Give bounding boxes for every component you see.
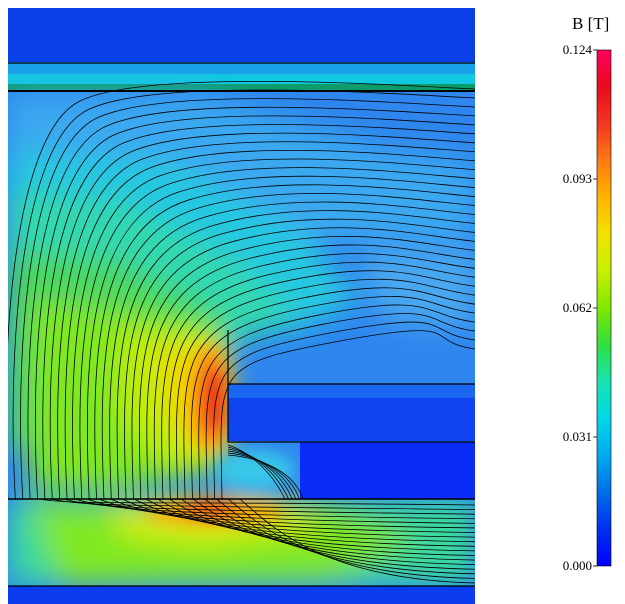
flux-line	[20, 98, 475, 500]
flux-line	[239, 498, 475, 584]
flux-line	[12, 89, 475, 500]
colorbar-ticks	[593, 49, 597, 567]
flux-line	[227, 448, 293, 500]
colorbar-tick-label: 0.031	[562, 429, 592, 444]
flux-line	[168, 270, 475, 500]
colorbar	[596, 49, 612, 567]
bottom-shield-region	[8, 586, 475, 604]
flux-line	[153, 253, 475, 500]
flux-line	[98, 498, 475, 529]
flux-line	[51, 498, 475, 510]
flux-line	[79, 167, 475, 500]
flux-line	[57, 141, 475, 500]
flux-line	[138, 235, 475, 500]
flux-line	[109, 201, 475, 500]
flux-line	[213, 321, 475, 500]
flux-line	[198, 304, 475, 500]
flux-line	[205, 313, 475, 500]
flux-line	[8, 80, 475, 499]
flux-line	[34, 115, 475, 500]
flux-line	[49, 132, 475, 500]
flux-line	[64, 149, 475, 500]
colorbar-tick-label: 0.062	[562, 300, 592, 315]
top-shield-region	[8, 8, 475, 63]
lower-slot-region	[300, 442, 475, 499]
flux-line	[227, 452, 300, 500]
flux-line	[116, 210, 475, 500]
colorbar-tick-label: 0.000	[562, 558, 592, 573]
flux-line	[146, 244, 475, 500]
flux-line	[183, 287, 475, 500]
flux-line	[72, 158, 475, 500]
flux-line	[227, 444, 286, 500]
flux-line	[39, 498, 475, 506]
flux-line	[180, 498, 475, 561]
flux-line	[63, 498, 475, 515]
region-boundaries	[8, 62, 475, 587]
flux-line	[101, 193, 475, 500]
flux-line	[227, 446, 289, 500]
flux-line	[190, 295, 475, 500]
flux-line	[86, 175, 475, 500]
flux-lines-lower	[39, 444, 475, 584]
flux-density-map	[8, 8, 475, 604]
flux-line	[161, 261, 475, 500]
flux-line	[227, 450, 297, 500]
flux-line	[27, 106, 475, 500]
flux-line	[227, 454, 304, 500]
flux-line	[124, 218, 475, 500]
flux-line	[110, 498, 475, 533]
flux-line	[75, 498, 475, 520]
flux-line	[204, 498, 475, 570]
flux-line	[94, 184, 475, 500]
flux-line	[42, 124, 475, 500]
flux-line	[131, 227, 475, 500]
flux-line	[216, 498, 475, 575]
colorbar-title: B [T]	[572, 14, 610, 33]
colorbar-tick-label: 0.124	[562, 42, 592, 57]
flux-lines-upper	[8, 80, 475, 500]
field-hotspots	[145, 346, 295, 526]
colorbar-tick-label: 0.093	[562, 171, 592, 186]
flux-line	[220, 330, 475, 500]
flux-line	[227, 498, 475, 579]
flux-line	[176, 278, 475, 500]
flux-line	[192, 498, 475, 566]
